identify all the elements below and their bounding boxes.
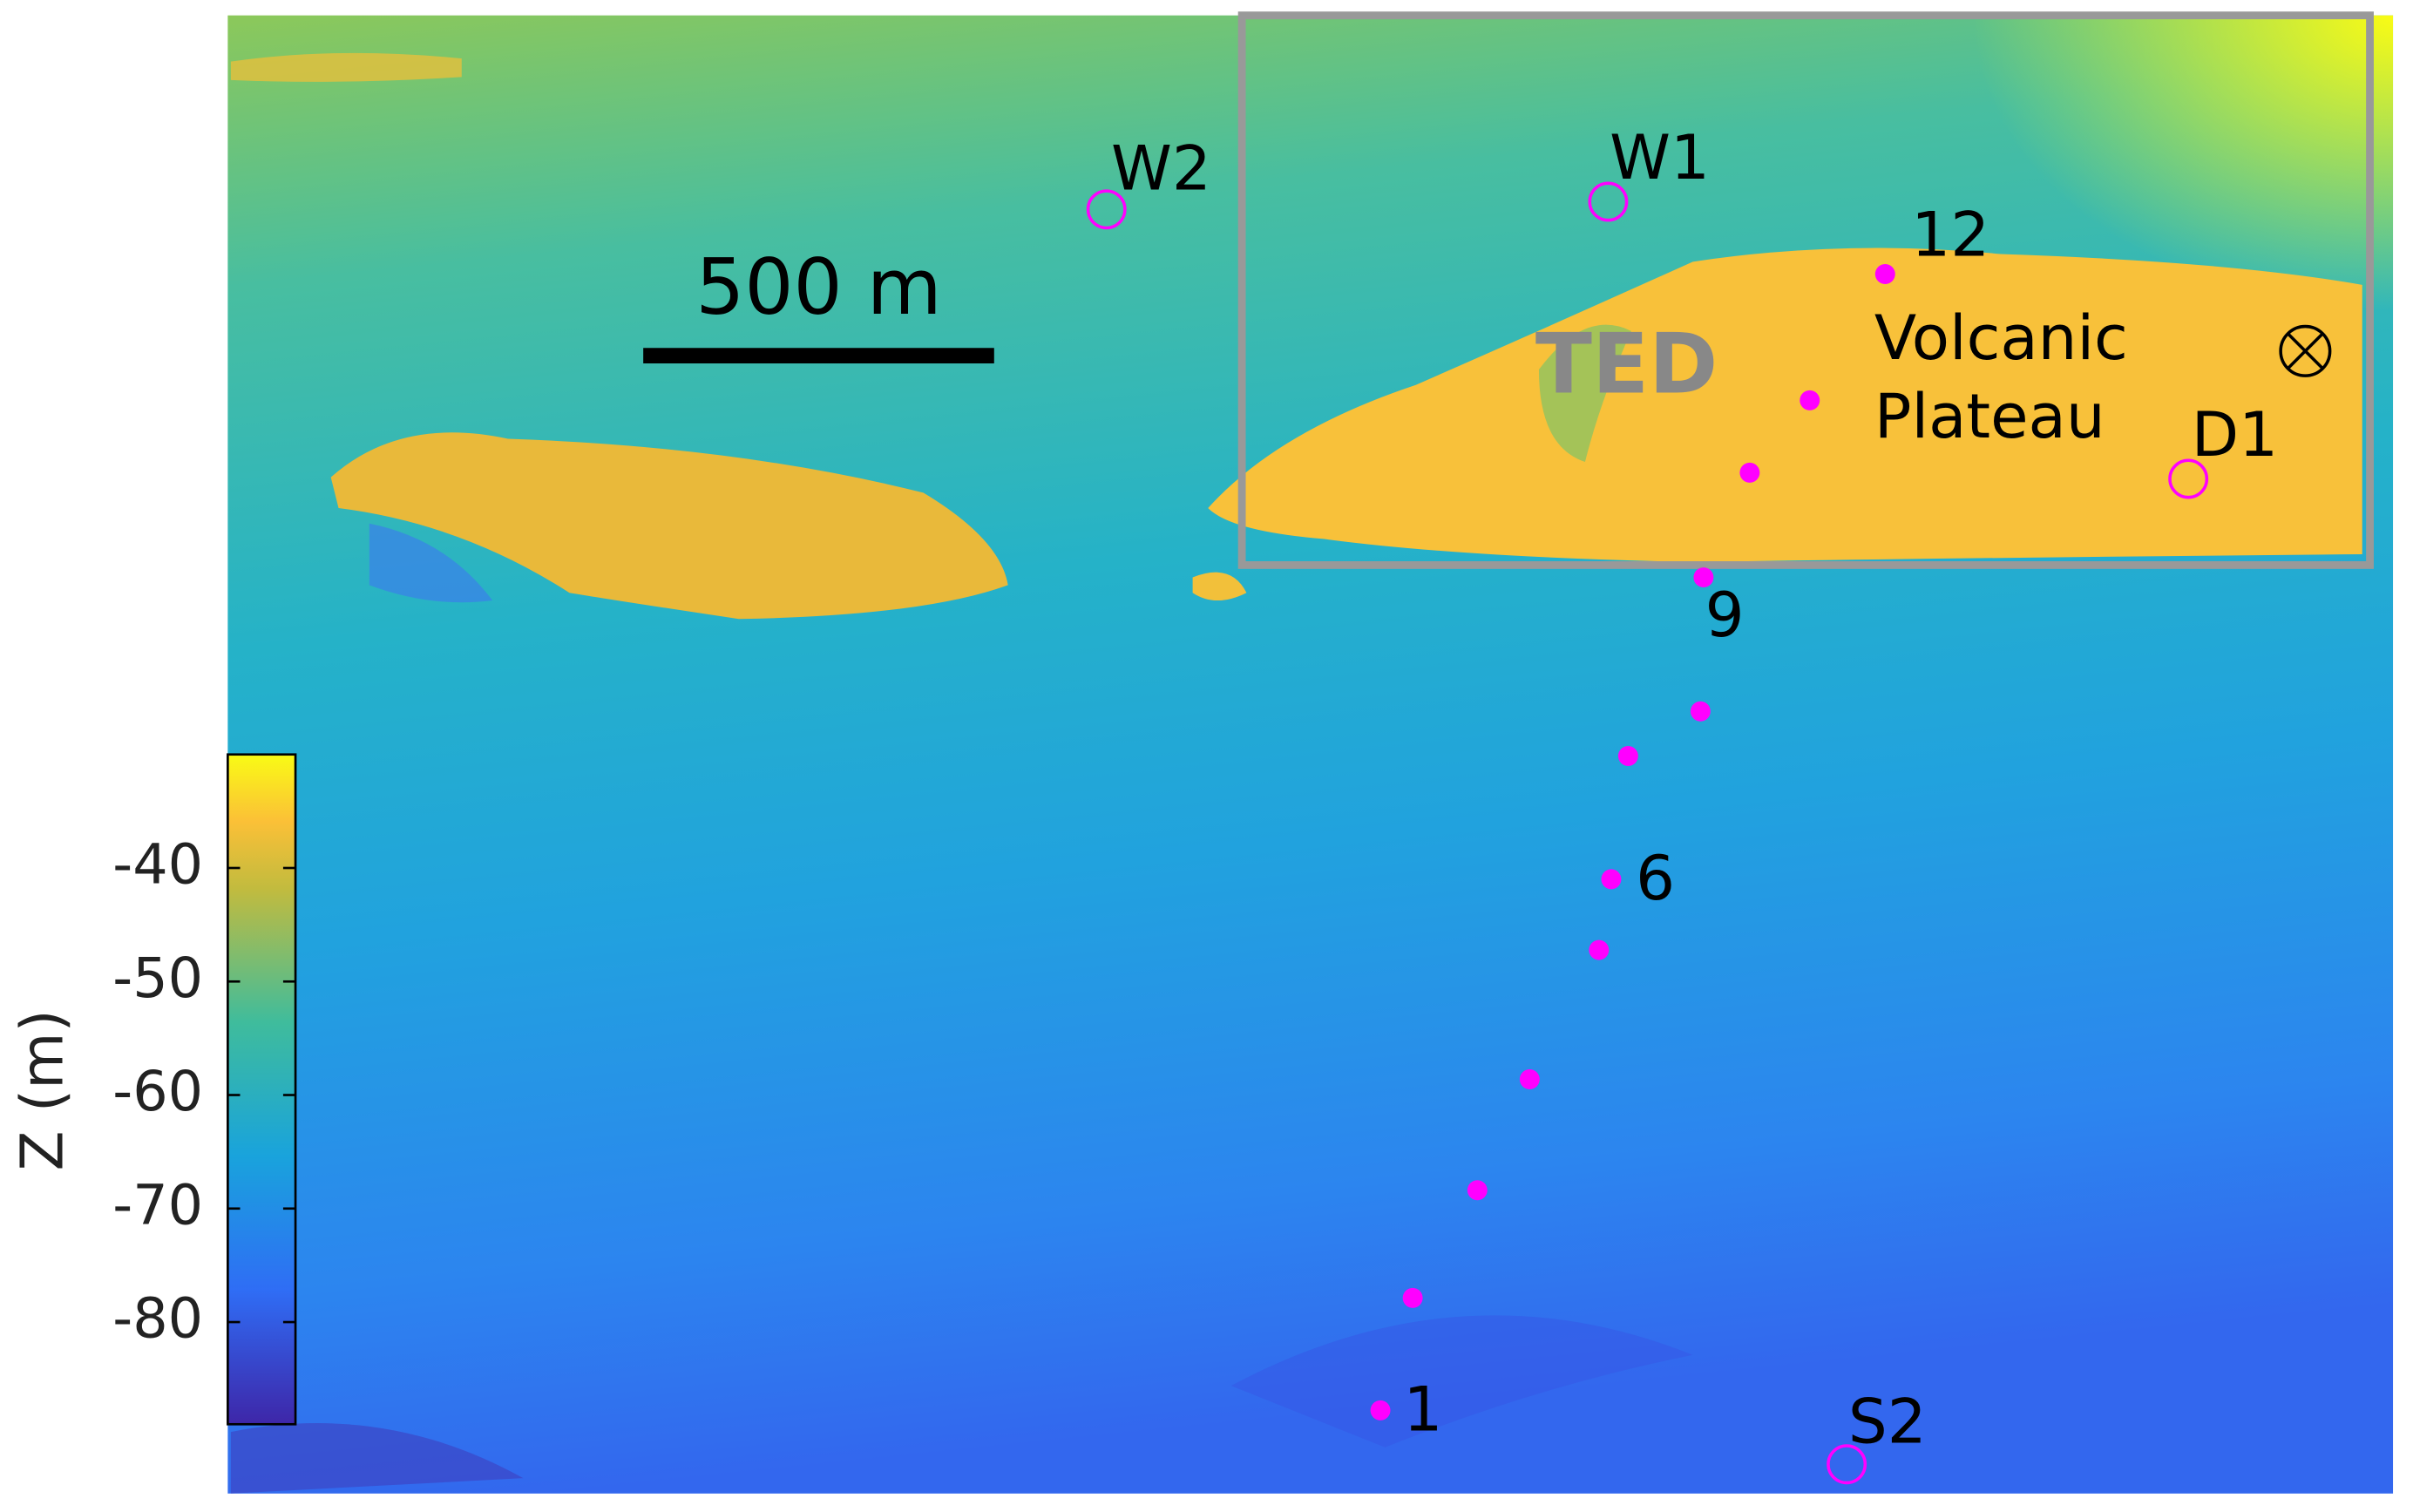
colorbar-tick-label: -70 xyxy=(112,1172,203,1237)
station-dot xyxy=(1800,390,1820,410)
station-dot xyxy=(1370,1400,1391,1420)
station-dot xyxy=(1693,567,1714,588)
station-label: 12 xyxy=(1911,198,1989,270)
plateau-label: Volcanic xyxy=(1874,302,2128,374)
station-dot xyxy=(1617,746,1638,766)
station-dot xyxy=(1690,701,1711,722)
station-dot xyxy=(1519,1069,1540,1090)
station-dot xyxy=(1467,1180,1488,1201)
colorbar-tick-label: -80 xyxy=(112,1286,203,1351)
station-label: 9 xyxy=(1705,579,1745,651)
site-marker xyxy=(1827,1444,1867,1485)
site-label: W2 xyxy=(1111,132,1211,204)
inset-box xyxy=(1237,11,2374,569)
station-dot xyxy=(1739,462,1760,483)
colorbar-tick-label: -50 xyxy=(112,946,203,1010)
colorbar-label: Z (m) xyxy=(9,1009,77,1170)
station-label: 1 xyxy=(1404,1373,1443,1445)
colorbar-tick-label: -40 xyxy=(112,832,203,897)
site-label: S2 xyxy=(1848,1386,1927,1458)
colorbar-tick-label: -60 xyxy=(112,1059,203,1123)
region-label: TED xyxy=(1535,315,1718,412)
station-dot xyxy=(1589,939,1610,960)
station-dot xyxy=(1402,1287,1423,1308)
bathymetry xyxy=(227,15,2394,1494)
crossed-marker xyxy=(2279,324,2332,377)
station-dot xyxy=(1601,869,1622,890)
scale-bar-label: 500 m xyxy=(695,242,942,332)
site-label: D1 xyxy=(2192,398,2278,471)
colorbar xyxy=(227,753,297,1426)
site-marker xyxy=(2168,458,2209,499)
plateau-label: Plateau xyxy=(1874,380,2105,452)
station-label: 6 xyxy=(1636,842,1675,914)
site-marker xyxy=(1086,189,1127,230)
station-dot xyxy=(1874,264,1895,284)
site-marker xyxy=(1588,181,1629,222)
site-label: W1 xyxy=(1610,121,1710,193)
